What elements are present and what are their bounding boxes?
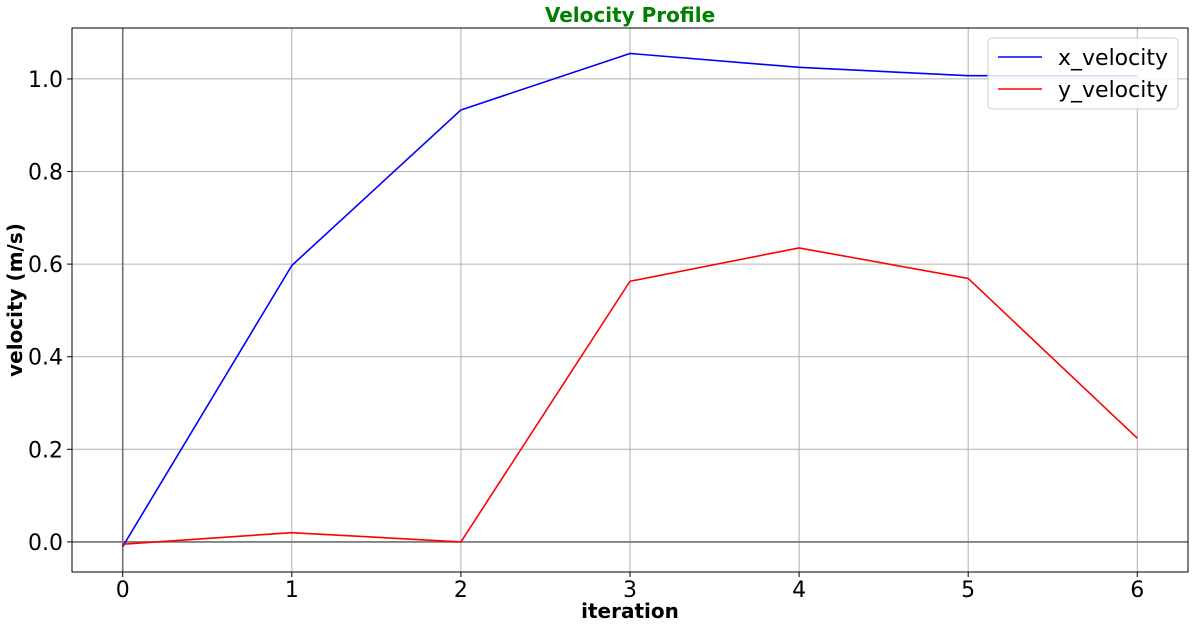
chart-title: Velocity Profile bbox=[545, 3, 715, 27]
x-tick-label: 1 bbox=[285, 578, 299, 603]
series-line-y-velocity bbox=[122, 247, 1138, 546]
grid-lines bbox=[72, 28, 1188, 572]
y-axis-title: velocity (m/s) bbox=[3, 223, 27, 377]
series-line-x-velocity bbox=[122, 52, 1138, 547]
x-tick-label: 5 bbox=[961, 578, 975, 603]
x-tick-label: 2 bbox=[454, 578, 468, 603]
y-tick-label: 0.6 bbox=[28, 253, 63, 278]
axis-ticks: 0 1 2 3 4 5 6 0.0 0.2 0.4 0.6 0.8 1.0 bbox=[28, 68, 1144, 603]
y-tick-label: 0.4 bbox=[28, 346, 63, 371]
y-tick-label: 0.2 bbox=[28, 438, 63, 463]
reference-lines bbox=[72, 28, 1188, 572]
legend: x_velocity y_velocity bbox=[987, 37, 1179, 110]
y-tick-label: 1.0 bbox=[28, 68, 63, 93]
legend-label: x_velocity bbox=[1058, 46, 1168, 71]
x-tick-label: 6 bbox=[1130, 578, 1144, 603]
y-tick-label: 0.0 bbox=[28, 531, 63, 556]
data-series bbox=[122, 52, 1138, 547]
x-tick-label: 3 bbox=[623, 578, 637, 603]
legend-box bbox=[987, 37, 1179, 110]
x-axis-title: iteration bbox=[581, 599, 679, 623]
y-tick-label: 0.8 bbox=[28, 161, 63, 186]
x-tick-label: 4 bbox=[792, 578, 806, 603]
x-tick-label: 0 bbox=[116, 578, 130, 603]
legend-label: y_velocity bbox=[1058, 78, 1168, 103]
